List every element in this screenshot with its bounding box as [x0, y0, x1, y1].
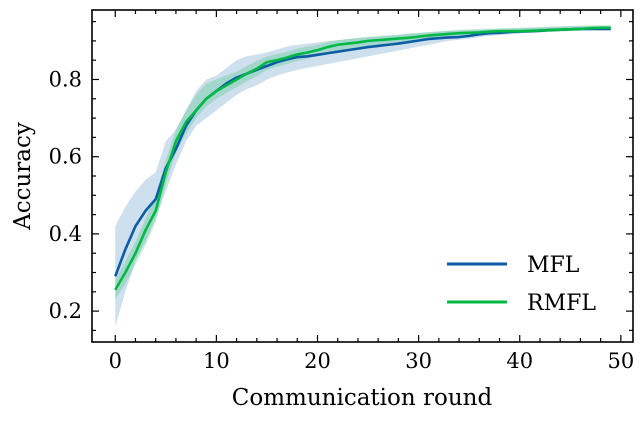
y-tick-label: 0.6 — [49, 145, 82, 169]
y-axis-title: Accuracy — [10, 122, 36, 231]
plot-frame — [91, 9, 634, 343]
x-tick-label: 10 — [203, 349, 230, 373]
x-tick-label: 0 — [109, 349, 122, 373]
legend: MFL RMFL — [447, 253, 596, 316]
y-tick-label: 0.8 — [49, 67, 82, 91]
legend-label-rmfl: RMFL — [527, 291, 596, 316]
y-tick-label: 0.4 — [49, 222, 82, 246]
x-tick-label: 20 — [304, 349, 331, 373]
y-tick-label: 0.2 — [49, 299, 82, 323]
confidence-bands — [115, 25, 611, 327]
tick-labels: 0 10 20 30 40 50 0.2 0.4 0.6 0.8 — [49, 67, 635, 373]
series-line-mfl — [114, 27, 611, 277]
band-mfl — [115, 26, 611, 327]
x-tick-label: 30 — [405, 349, 432, 373]
series-line-rmfl — [114, 26, 611, 291]
x-axis-title: Communication round — [232, 385, 493, 411]
x-tick-label: 50 — [607, 349, 634, 373]
series-lines — [114, 26, 611, 291]
legend-label-mfl: MFL — [527, 253, 580, 278]
x-tick-label: 40 — [506, 349, 533, 373]
